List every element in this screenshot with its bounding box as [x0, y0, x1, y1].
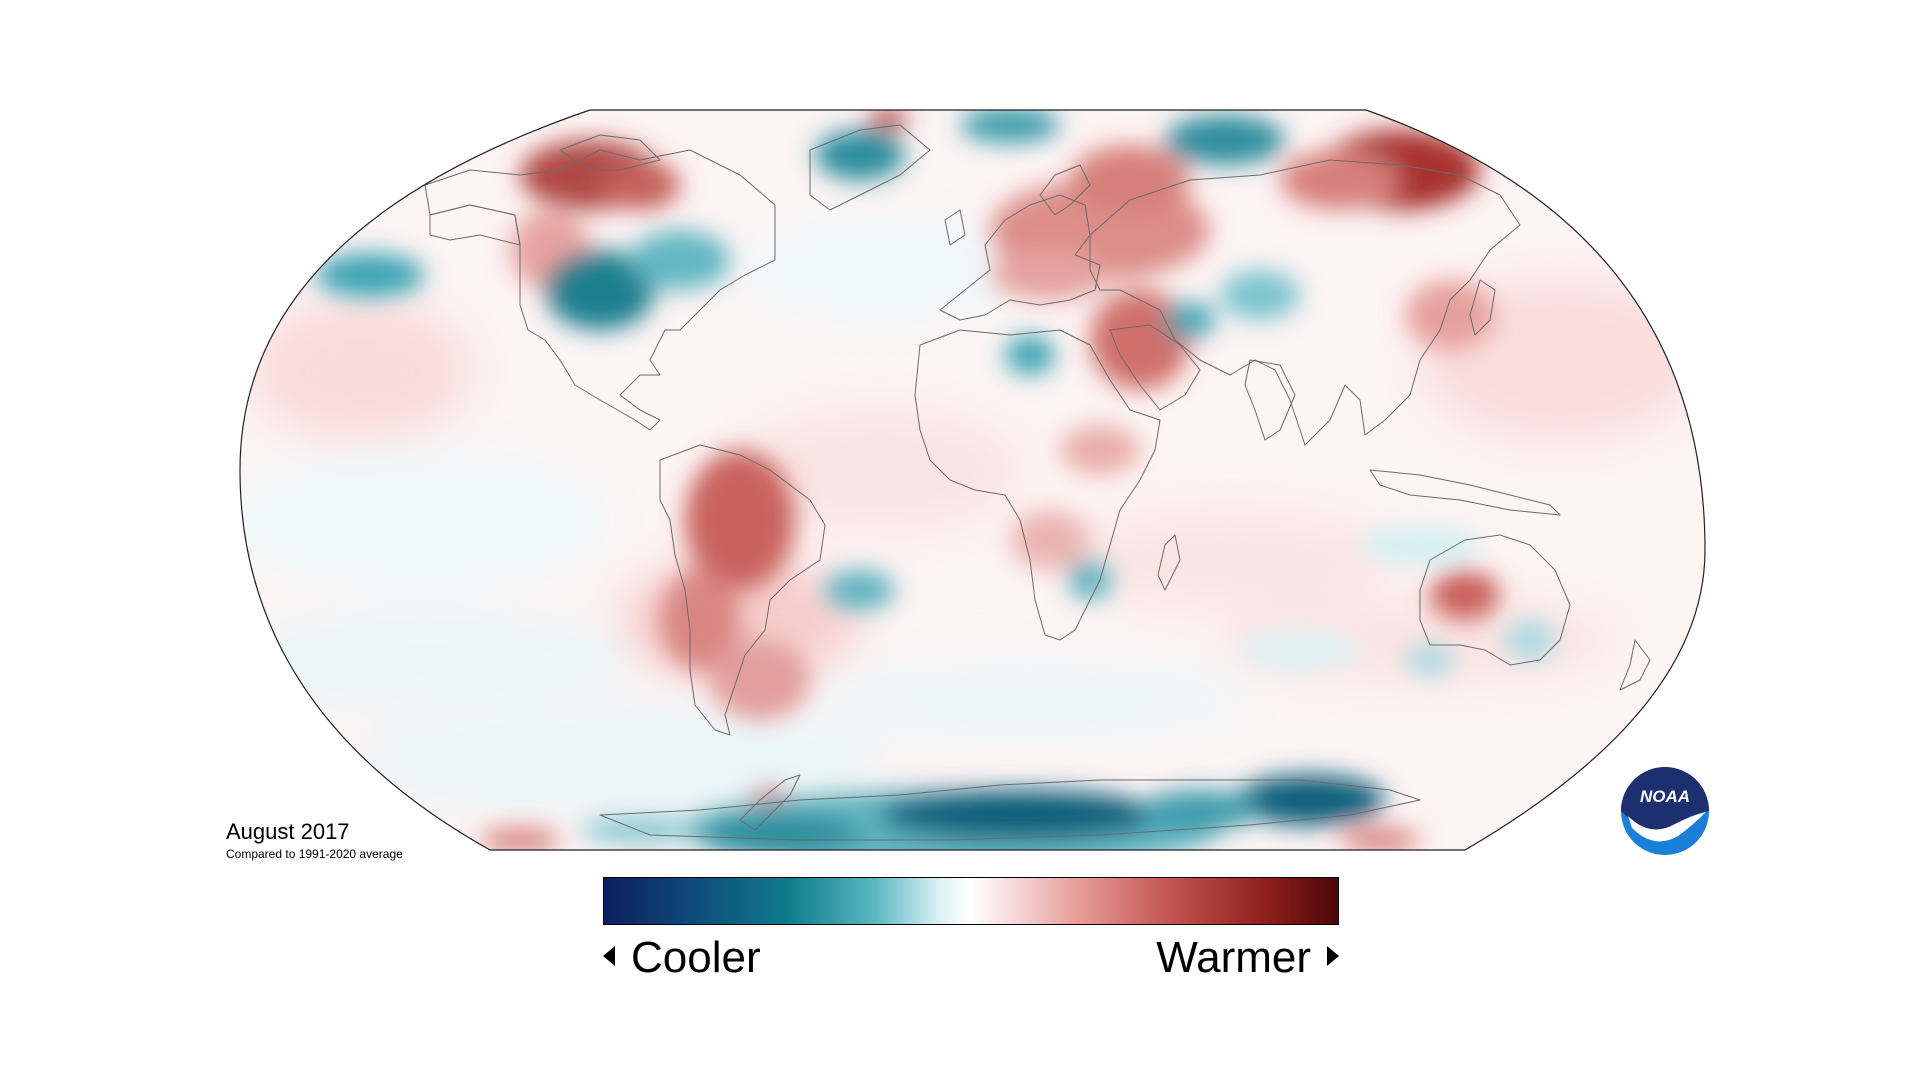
antarctica-outline [599, 779, 1421, 841]
noaa-emblem-icon: NOAA [1621, 767, 1709, 855]
japan-outline [1469, 279, 1496, 336]
noaa-text: NOAA [1640, 787, 1690, 806]
madagascar-outline [1157, 534, 1181, 591]
asia-outline [1089, 159, 1521, 446]
right-arrow-icon [1327, 946, 1339, 967]
warmer-text: Warmer [1156, 933, 1311, 982]
alaska-outline [429, 204, 521, 246]
colorbar-fill [603, 877, 1339, 925]
cooler-label: Cooler [603, 930, 761, 986]
anomaly-field [240, 110, 1705, 850]
north-america-outline [424, 149, 776, 431]
map-subtitle: Compared to 1991-2020 average [226, 847, 403, 861]
map-title: August 2017 [226, 819, 350, 844]
anomaly-blobs-detail [315, 110, 1555, 850]
africa-outline [914, 329, 1161, 641]
uk-outline [944, 209, 966, 246]
left-arrow-icon [603, 946, 615, 967]
arabia-outline [1109, 324, 1201, 411]
noaa-logo: NOAA [1620, 766, 1710, 856]
indonesia-outline [1369, 469, 1561, 516]
anomaly-blobs-broad [240, 220, 1700, 810]
europe-outline [939, 194, 1101, 321]
antarctic-peninsula-outline [739, 774, 801, 831]
globe-outline [239, 109, 1706, 851]
colorbar [603, 877, 1339, 925]
greenland-outline [809, 124, 931, 211]
warmer-label: Warmer [1156, 930, 1339, 986]
coastlines [424, 124, 1651, 841]
south-america-outline [659, 444, 826, 736]
canada-islands-outline [559, 134, 661, 171]
australia-outline [1419, 534, 1571, 666]
scandinavia-outline [1039, 164, 1091, 216]
new-zealand-outline [1619, 639, 1651, 691]
cooler-text: Cooler [631, 933, 761, 982]
india-outline [1244, 359, 1296, 441]
